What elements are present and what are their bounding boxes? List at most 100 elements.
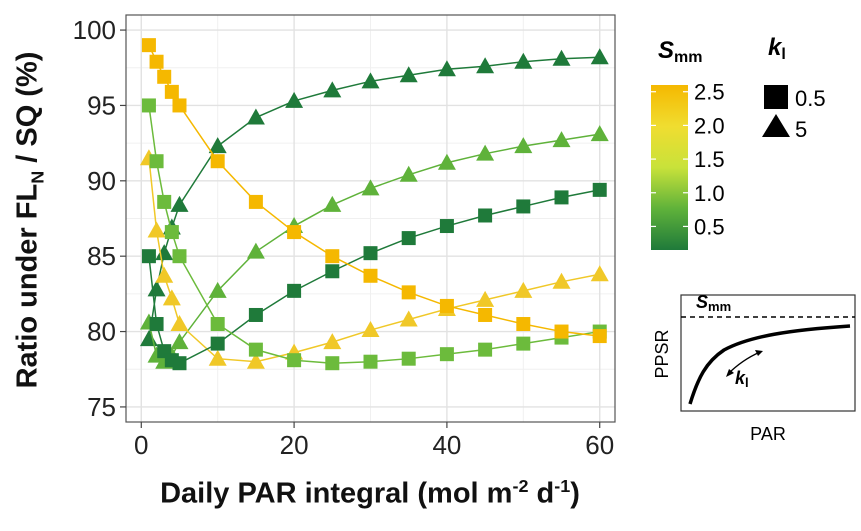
- data-point-triangle: [147, 221, 166, 238]
- data-point-triangle: [590, 48, 609, 65]
- data-point-square: [172, 98, 187, 113]
- data-point-square: [516, 336, 531, 351]
- legend-square-icon: [764, 85, 788, 109]
- data-point-square: [141, 38, 156, 53]
- colorbar-tick-label: 2.5: [694, 80, 725, 105]
- data-point-square: [439, 347, 454, 362]
- colorbar-tick-label: 0.5: [694, 214, 725, 239]
- data-point-triangle: [476, 57, 495, 74]
- data-point-triangle: [170, 315, 189, 332]
- y-tick-label: 75: [87, 392, 116, 422]
- data-point-triangle: [323, 81, 342, 98]
- data-point-triangle: [590, 265, 609, 282]
- data-point-triangle: [361, 179, 380, 196]
- data-point-square: [248, 307, 263, 322]
- data-point-triangle: [208, 281, 227, 298]
- data-point-square: [141, 249, 156, 264]
- data-point-square: [287, 353, 302, 368]
- inset-curve: [688, 324, 851, 405]
- data-point-square: [149, 317, 164, 332]
- y-tick-label: 80: [87, 317, 116, 347]
- data-point-square: [210, 336, 225, 351]
- data-point-triangle: [399, 310, 418, 327]
- legend-triangle-label: 5: [795, 117, 807, 142]
- data-point-triangle: [437, 60, 456, 77]
- inset-kl-arrowhead-2: [755, 350, 763, 356]
- data-point-triangle: [246, 352, 265, 369]
- data-point-square: [478, 342, 493, 357]
- data-point-square: [149, 154, 164, 169]
- data-point-triangle: [552, 131, 571, 148]
- data-point-square: [363, 268, 378, 283]
- shape-legend-title: kl: [768, 34, 786, 63]
- data-point-triangle: [514, 281, 533, 298]
- data-point-triangle: [361, 321, 380, 338]
- data-point-triangle: [476, 144, 495, 161]
- data-point-square: [149, 54, 164, 69]
- data-point-square: [325, 264, 340, 279]
- data-point-triangle: [147, 280, 166, 297]
- data-point-square: [554, 324, 569, 339]
- data-point-square: [172, 356, 187, 371]
- data-point-square: [401, 285, 416, 300]
- data-point-triangle: [552, 49, 571, 66]
- data-point-triangle: [399, 66, 418, 83]
- inset-y-label: PPSR: [652, 329, 672, 378]
- data-point-triangle: [139, 330, 158, 347]
- data-point-triangle: [155, 266, 174, 283]
- legend-triangle-icon: [762, 114, 790, 137]
- x-tick-label: 40: [432, 430, 461, 460]
- data-point-triangle: [155, 244, 174, 261]
- x-tick-label: 20: [280, 430, 309, 460]
- data-point-square: [157, 194, 172, 209]
- inset-x-label: PAR: [750, 424, 786, 444]
- data-point-square: [439, 298, 454, 313]
- inset-kl-label: kl: [735, 368, 749, 390]
- y-tick-label: 85: [87, 241, 116, 271]
- data-point-square: [592, 182, 607, 197]
- colorbar-tick-label: 1.0: [694, 181, 725, 206]
- axis-ticks: 0 20 40 60 75 80 85 90 95 100: [73, 15, 615, 460]
- colorbar-title: Smm: [658, 37, 702, 66]
- series-5: [141, 38, 607, 344]
- data-point-triangle: [514, 52, 533, 69]
- data-point-triangle: [170, 333, 189, 350]
- data-point-triangle: [323, 333, 342, 350]
- series-3: [141, 182, 607, 371]
- data-point-triangle: [246, 242, 265, 259]
- data-point-square: [210, 317, 225, 332]
- data-point-square: [478, 208, 493, 223]
- series-line: [148, 44, 600, 337]
- inset-smm-label: Smm: [696, 292, 731, 314]
- data-point-triangle: [285, 91, 304, 108]
- data-point-triangle: [476, 290, 495, 307]
- data-point-triangle: [437, 153, 456, 170]
- data-point-square: [516, 317, 531, 332]
- colorbar-legend: Smm 2.5 2.0 1.5 1.0 0.5: [651, 37, 725, 250]
- data-point-square: [554, 190, 569, 205]
- data-point-triangle: [361, 72, 380, 89]
- series-line: [148, 105, 600, 364]
- series-line: [148, 56, 600, 340]
- data-point-square: [157, 69, 172, 84]
- data-point-square: [164, 84, 179, 99]
- data-point-triangle: [514, 137, 533, 154]
- data-point-square: [164, 225, 179, 240]
- data-point-triangle: [323, 195, 342, 212]
- data-point-triangle: [208, 349, 227, 366]
- data-point-square: [210, 154, 225, 169]
- data-point-square: [363, 354, 378, 369]
- data-point-triangle: [246, 108, 265, 125]
- inset-frame: [680, 294, 856, 412]
- inset-diagram: Smm kl PPSR PAR: [652, 292, 856, 444]
- data-point-square: [401, 231, 416, 246]
- legend-square-label: 0.5: [795, 86, 826, 111]
- shape-legend: kl 0.5 5: [762, 34, 826, 142]
- data-point-square: [325, 249, 340, 264]
- data-point-triangle: [399, 165, 418, 182]
- data-point-triangle: [552, 272, 571, 289]
- y-axis-title: Ratio under FLN / SQ (%): [11, 51, 48, 389]
- y-tick-label: 100: [73, 15, 116, 45]
- data-point-triangle: [208, 137, 227, 154]
